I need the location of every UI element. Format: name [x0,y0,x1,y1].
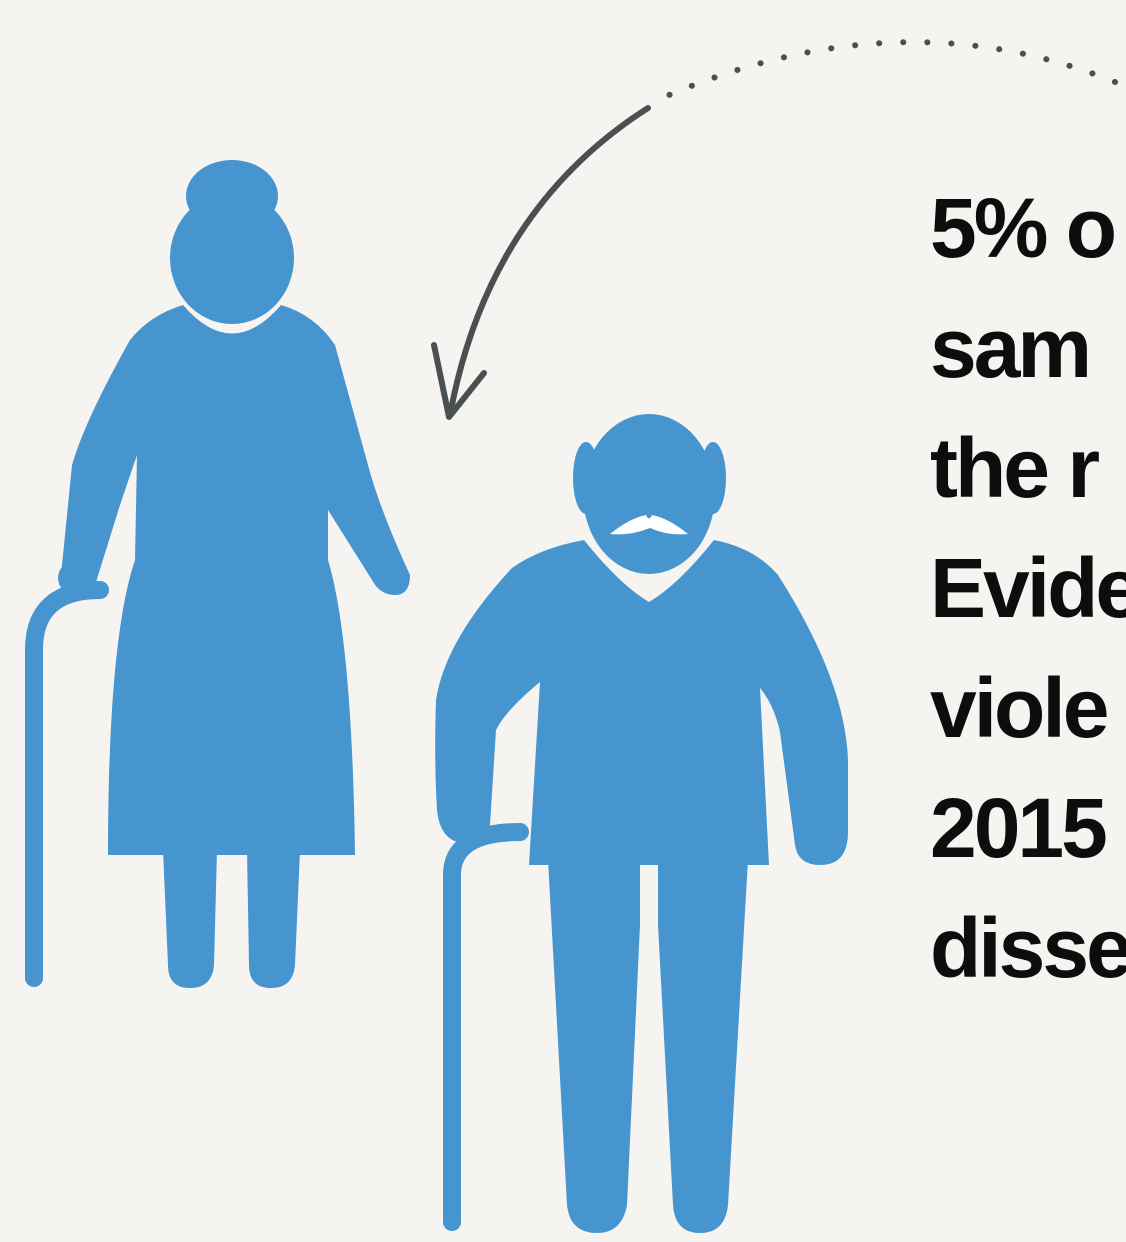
headline-line-2: sam [930,301,1092,395]
elderly-woman-with-cane-icon [25,160,410,988]
elderly-man-with-cane-icon [435,414,848,1233]
headline-line-5: viole [930,661,1109,755]
headline-line-1: 5% o [930,181,1117,275]
headline-line-3: the r [930,421,1100,515]
headline-text: 5% o sam the r Evide viole 2015 disse [930,168,1126,1242]
headline-line-4: Evide [930,541,1126,635]
headline-line-7: disse [930,901,1126,995]
headline-line-6: 2015 [930,781,1108,875]
dotted-curved-arrow-icon [431,39,1118,420]
